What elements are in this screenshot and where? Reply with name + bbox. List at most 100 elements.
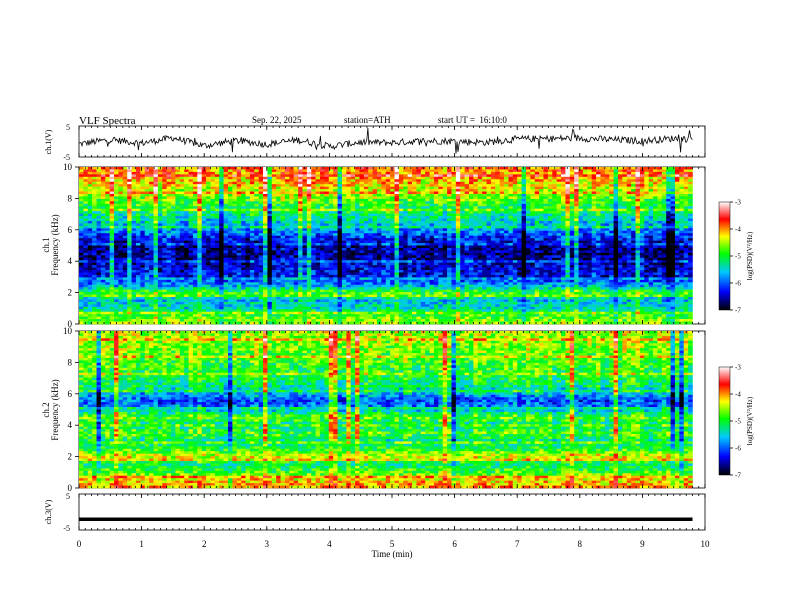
spectrogram-cell: [114, 230, 119, 234]
spectrogram-cell: [469, 186, 474, 190]
spectrogram-cell: [600, 220, 606, 224]
spectrogram-cell: [118, 184, 124, 187]
spectrogram-cell: [657, 181, 663, 185]
spectrogram-cell: [227, 208, 233, 212]
spectrogram-cell: [153, 174, 159, 178]
spectrogram-cell: [508, 243, 514, 246]
spectrogram-cell: [79, 176, 84, 180]
spectrogram-cell: [381, 252, 387, 256]
spectrogram-cell: [306, 179, 312, 183]
spectrogram-cell: [521, 247, 527, 251]
spectrogram-cell: [473, 169, 479, 173]
spectrogram-cell: [596, 245, 601, 249]
spectrogram-cell: [394, 201, 400, 205]
spectrogram-cell: [131, 179, 137, 183]
spectrogram-cell: [333, 250, 338, 254]
spectrogram-cell: [311, 240, 316, 244]
spectrogram-cell: [688, 171, 693, 175]
spectrogram-cell: [543, 223, 549, 227]
spectrogram-cell: [412, 243, 417, 246]
spectrogram-cell: [245, 228, 251, 232]
spectrogram-cell: [302, 179, 308, 183]
spectrogram-cell: [219, 174, 224, 178]
spectrogram-cell: [385, 193, 391, 197]
spectrogram-cell: [631, 238, 636, 241]
spectrogram-cell: [385, 169, 391, 173]
spectrogram-cell: [118, 198, 124, 202]
spectrogram-cell: [407, 240, 413, 244]
spectrogram-cell: [320, 208, 325, 212]
spectrogram-cell: [219, 189, 224, 192]
spectrogram-cell: [232, 240, 238, 244]
spectrogram-cell: [127, 189, 132, 192]
spectrogram-cell: [83, 196, 89, 200]
spectrogram-cell: [477, 228, 483, 232]
spectrogram-cell: [517, 228, 522, 232]
spectrogram-cell: [184, 252, 189, 256]
spectrogram-cell: [433, 181, 439, 185]
spectrogram-cell: [210, 228, 216, 232]
spectrogram-cell: [486, 201, 492, 205]
spectrogram-cell: [83, 206, 89, 209]
spectrogram-cell: [149, 174, 154, 178]
spectrogram-cell: [517, 243, 522, 246]
spectrogram-cell: [359, 250, 365, 254]
spectrogram-cell: [460, 230, 465, 234]
spectrogram-cell: [561, 186, 566, 190]
spectrogram-cell: [249, 238, 255, 241]
spectrogram-cell: [486, 250, 492, 254]
spectrogram-cell: [596, 201, 601, 205]
spectrogram-cell: [188, 193, 194, 197]
spectrogram-cell: [525, 181, 531, 185]
spectrogram-cell: [679, 213, 685, 217]
spectrogram-cell: [639, 223, 645, 227]
spectrogram-cell: [473, 220, 479, 224]
spectrogram-cell: [666, 201, 671, 205]
spectrogram-cell: [429, 240, 435, 244]
spectrogram-cell: [127, 211, 132, 214]
spectrogram-cell: [556, 240, 562, 244]
spectrogram-cell: [394, 171, 400, 175]
spectrogram-cell: [679, 247, 685, 251]
spectrogram-cell: [311, 250, 316, 254]
spectrogram-cell: [311, 193, 316, 197]
spectrogram-cell: [355, 235, 360, 239]
spectrogram-cell: [162, 206, 167, 209]
spectrogram-cell: [574, 230, 579, 234]
spectrogram-cell: [341, 193, 347, 197]
spectrogram-cell: [666, 171, 671, 175]
spectrogram-cell: [210, 220, 216, 224]
spectrogram-cell: [591, 223, 597, 227]
spectrogram-cell: [197, 250, 202, 254]
spectrogram-cell: [346, 243, 351, 246]
spectrogram-cell: [219, 243, 224, 246]
spectrogram-cell: [679, 245, 685, 249]
spectrogram-cell: [219, 228, 224, 232]
spectrogram-cell: [263, 184, 268, 187]
spectrogram-cell: [179, 193, 185, 197]
spectrogram-cell: [140, 167, 146, 170]
spectrogram-cell: [473, 238, 479, 241]
spectrogram-cell: [600, 169, 606, 173]
spectrogram-cell: [337, 181, 343, 185]
spectrogram-cell: [648, 174, 654, 178]
spectrogram-cell: [135, 218, 141, 222]
spectrogram-cell: [412, 181, 417, 185]
spectrogram-cell: [328, 247, 334, 251]
spectrogram-cell: [403, 245, 408, 249]
spectrogram-cell: [140, 220, 146, 224]
spectrogram-cell: [188, 198, 194, 202]
spectrogram-cell: [100, 223, 106, 227]
spectrogram-cell: [394, 169, 400, 173]
spectrogram-cell: [425, 181, 430, 185]
spectrogram-cell: [609, 181, 614, 185]
spectrogram-cell: [666, 245, 671, 249]
spectrogram-cell: [451, 225, 457, 229]
spectrogram-cell: [403, 179, 408, 183]
spectrogram-cell: [626, 211, 632, 214]
spectrogram-cell: [543, 196, 549, 200]
spectrogram-cell: [556, 171, 562, 175]
spectrogram-cell: [258, 191, 264, 195]
spectrogram-cell: [508, 238, 514, 241]
spectrogram-cell: [254, 223, 259, 227]
